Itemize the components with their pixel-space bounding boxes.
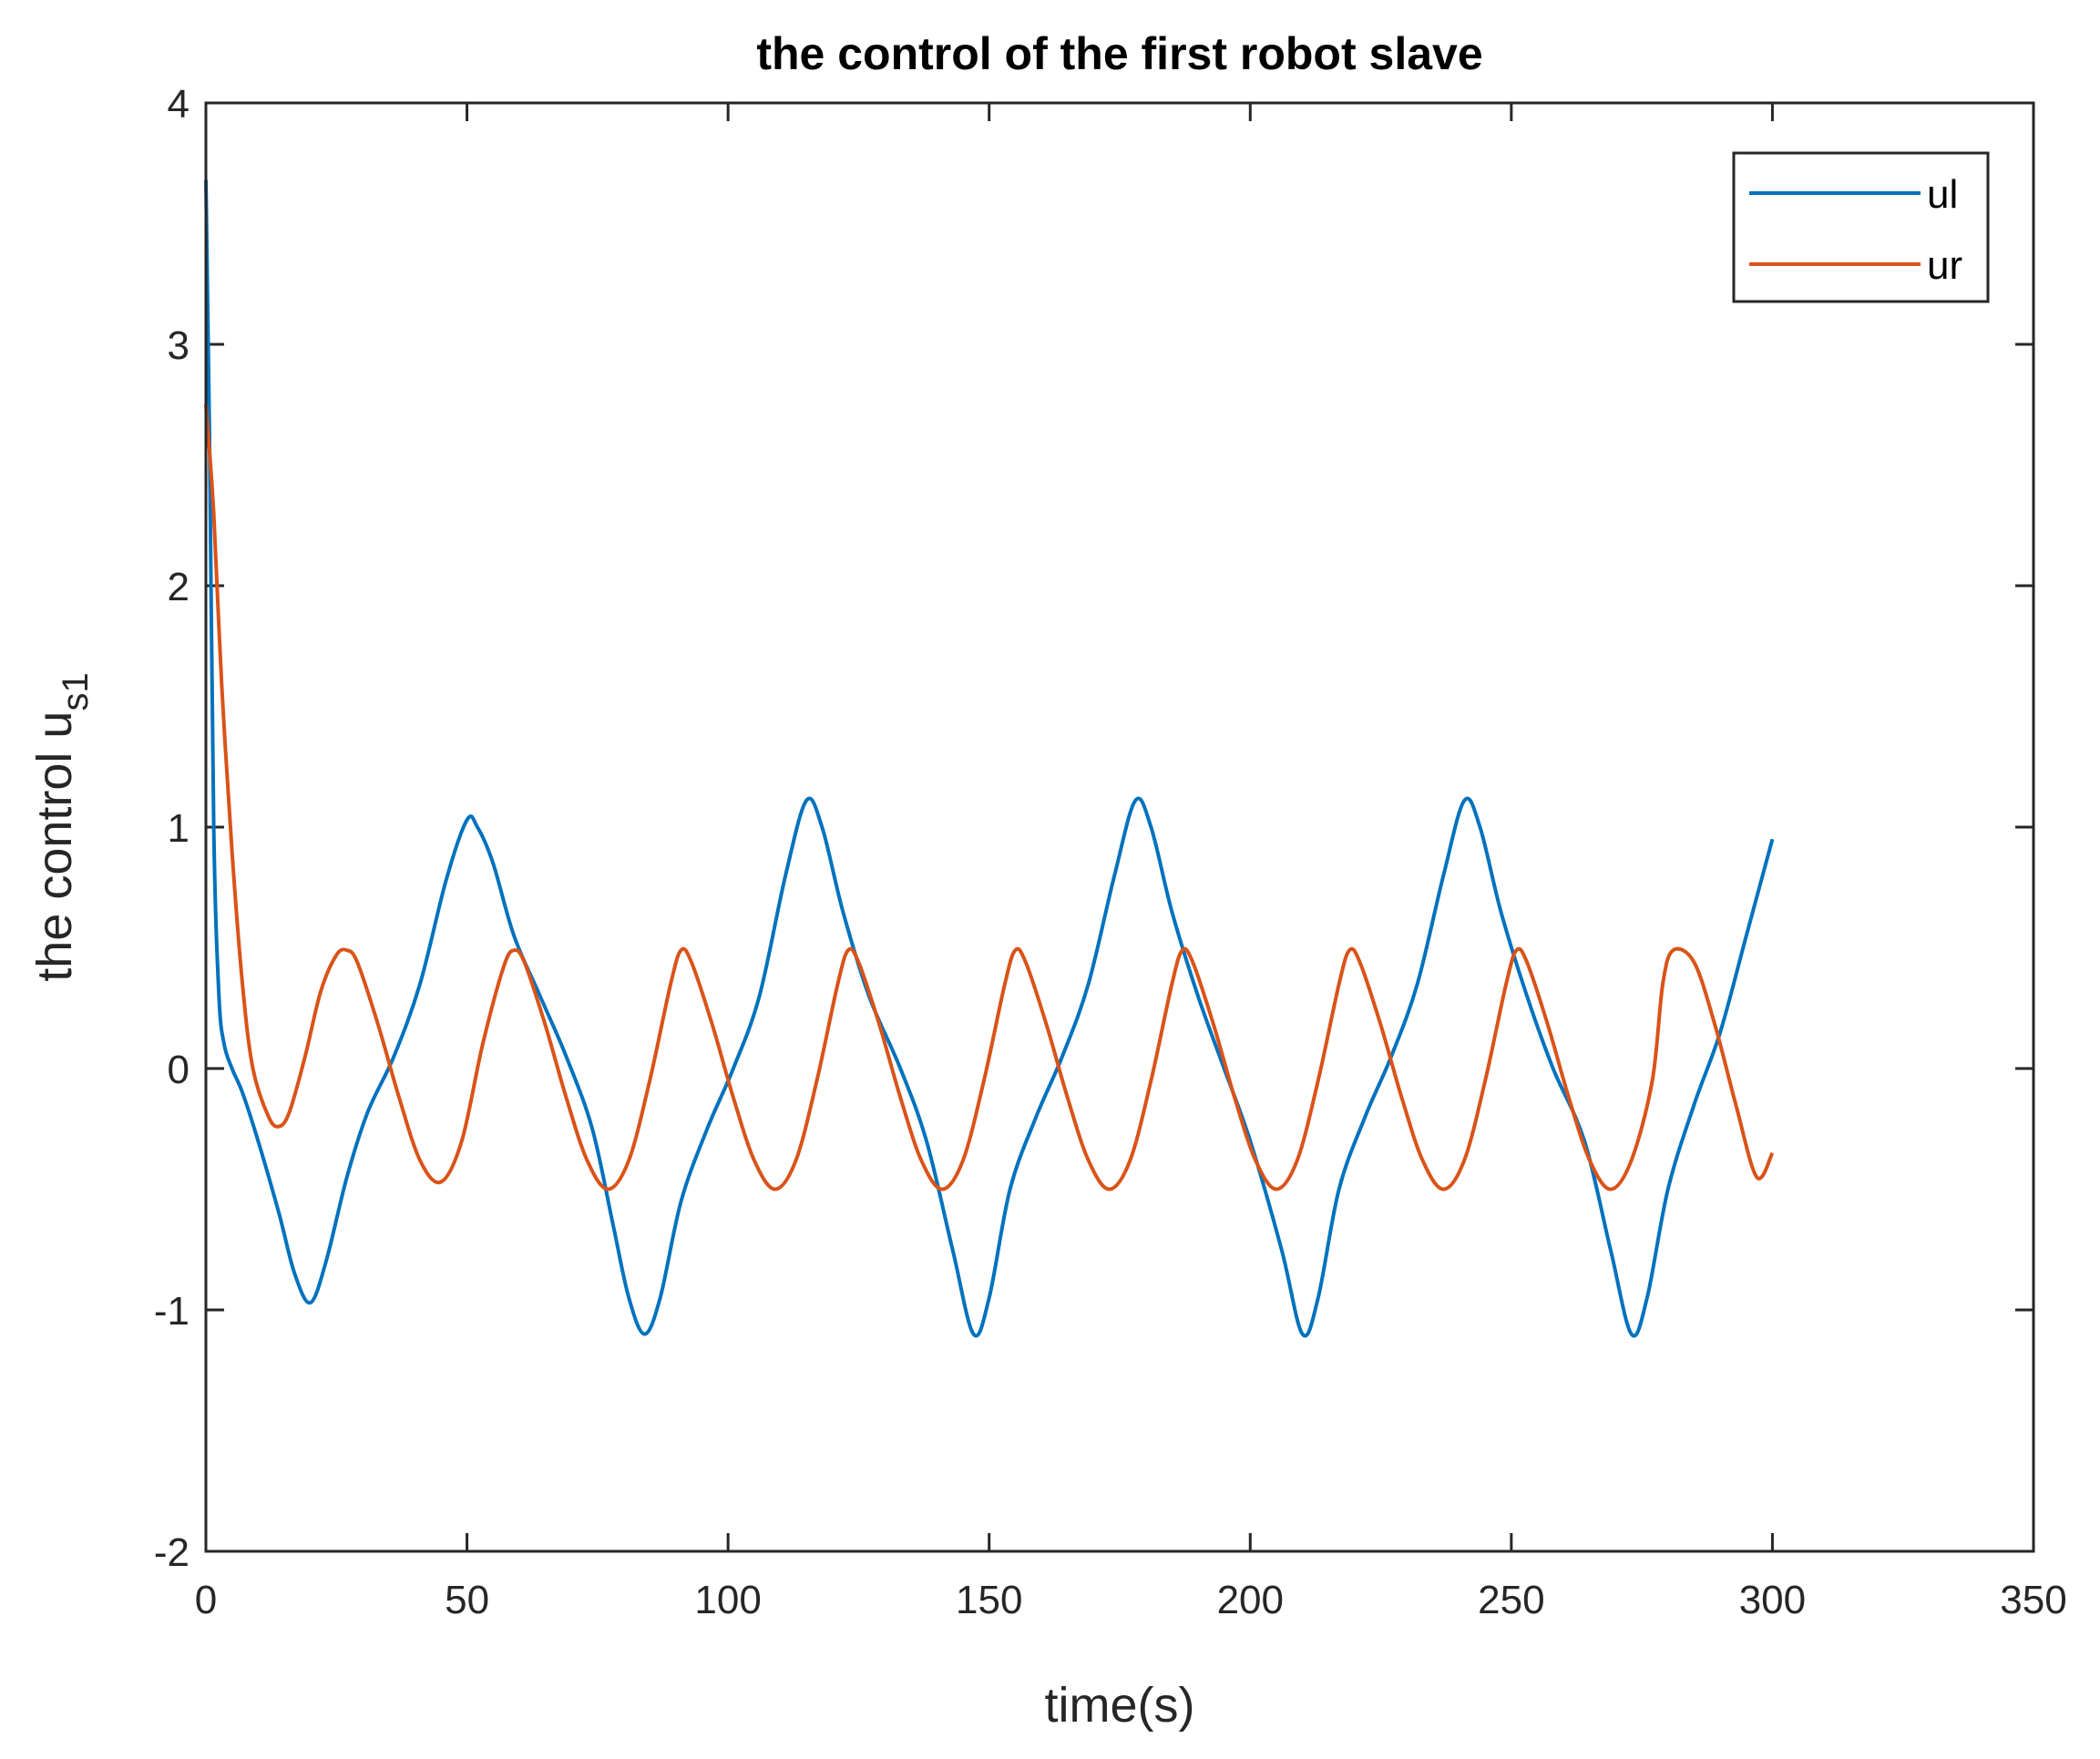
x-tick-label: 0 (195, 1578, 217, 1622)
plot-area (206, 103, 2033, 1551)
series-line-ul (204, 179, 1775, 1338)
x-axis-label: time(s) (1045, 1678, 1195, 1733)
y-axis-label-main: the control u (27, 711, 82, 982)
series-line-ur (204, 404, 1775, 1191)
y-tick-label: 3 (168, 323, 190, 368)
legend-label-ur: ur (1927, 243, 1962, 288)
y-axis-label-subscript: s1 (56, 672, 96, 711)
x-tick-label: 300 (1739, 1578, 1806, 1622)
plot-frame (204, 101, 2035, 1553)
svg-text:the control us1: the control us1 (27, 672, 96, 981)
y-tick-label: -2 (154, 1530, 190, 1575)
x-tick-label: 200 (1217, 1578, 1284, 1622)
y-axis-label: the control us1 (27, 672, 96, 981)
series-lines (204, 179, 1775, 1338)
axis-tick-labels: 0 50 100 150 200 250 300 350 -2 -1 0 1 2 3 4 (154, 82, 2067, 1622)
y-tick-label: 1 (168, 806, 190, 851)
x-tick-label: 150 (956, 1578, 1022, 1622)
y-tick-label: 4 (168, 82, 190, 127)
x-tick-label: 350 (2000, 1578, 2066, 1622)
legend: ul ur (1732, 151, 1990, 303)
y-tick-label: 0 (168, 1048, 190, 1092)
x-tick-label: 100 (694, 1578, 761, 1622)
y-tick-label: -1 (154, 1289, 190, 1334)
legend-box (1732, 151, 1990, 303)
x-tick-label: 250 (1478, 1578, 1544, 1622)
chart-title: the control of the first robot slave (756, 28, 1482, 79)
legend-label-ul: ul (1927, 172, 1958, 217)
x-tick-label: 50 (445, 1578, 489, 1622)
y-tick-label: 2 (168, 565, 190, 609)
